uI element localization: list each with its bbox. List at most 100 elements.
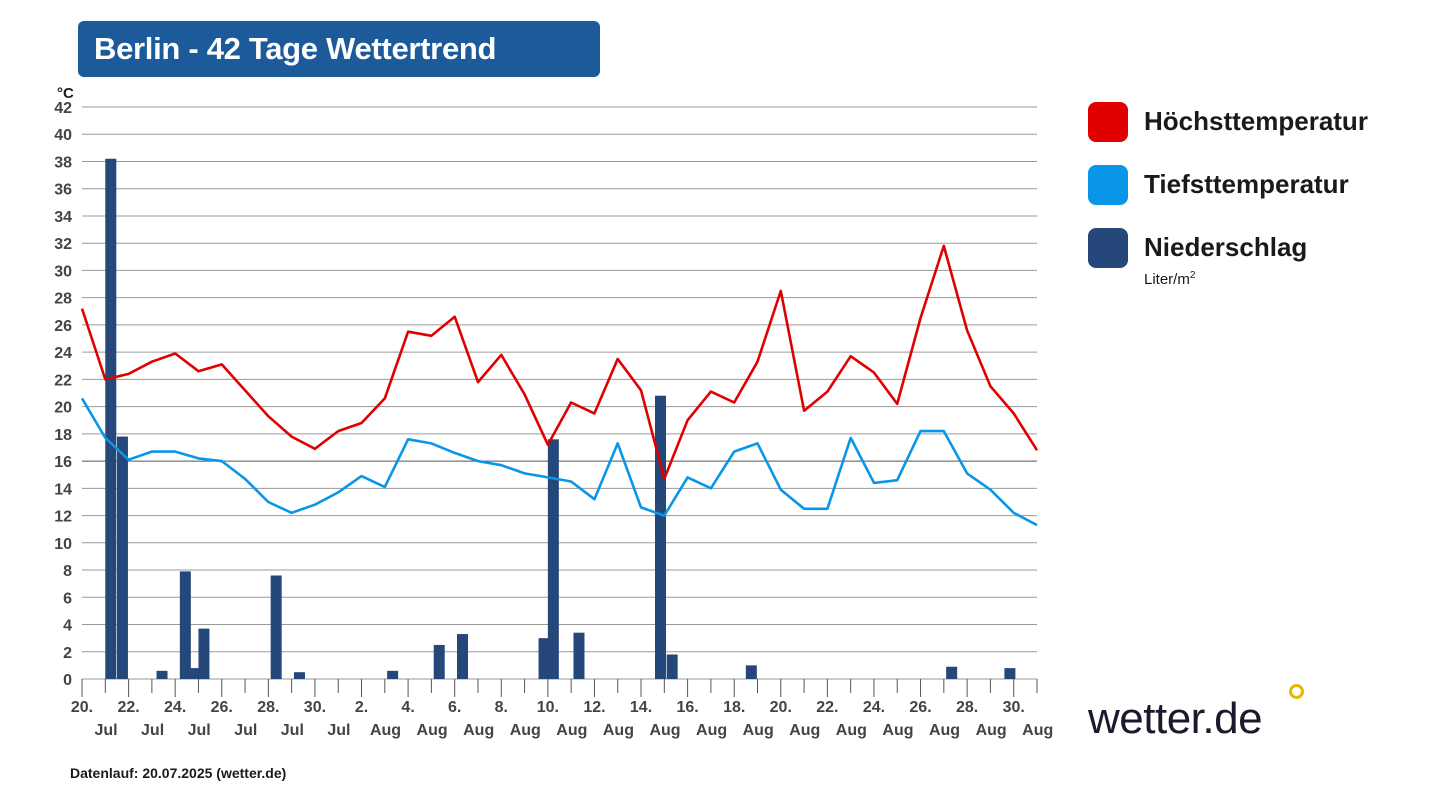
x-tick-day-label: 30. (304, 699, 326, 716)
temperature-lines (80, 244, 1039, 527)
x-tick-month-label: Aug (929, 722, 960, 739)
legend-unit-sup: 2 (1189, 270, 1196, 281)
x-tick-day-label: 6. (448, 699, 461, 716)
legend-swatch-high (1088, 102, 1128, 142)
x-tick-day-label: 12. (583, 699, 605, 716)
precipitation-bar (666, 654, 678, 679)
legend-swatch-precip (1088, 228, 1128, 268)
y-tick-label: 36 (54, 182, 72, 199)
y-tick-label: 18 (54, 427, 72, 444)
precipitation-bar (433, 644, 445, 679)
x-tick-month-label: Jul (94, 722, 117, 739)
x-tick-day-label: 2. (355, 699, 368, 716)
precipitation-bar (457, 634, 469, 679)
x-tick-month-label: Aug (370, 722, 401, 739)
precipitation-bar (293, 672, 305, 679)
precipitation-bar (270, 575, 282, 679)
precipitation-bar (946, 666, 958, 679)
page-title: Berlin - 42 Tage Wettertrend (78, 21, 600, 77)
x-tick-day-label: 16. (676, 699, 698, 716)
y-tick-label: 30 (54, 263, 72, 280)
legend-swatch-low (1088, 165, 1128, 205)
y-tick-label: 42 (54, 100, 72, 117)
x-tick-day-label: 20. (770, 699, 792, 716)
y-tick-label: 34 (54, 209, 72, 226)
x-tick-day-label: 22. (816, 699, 838, 716)
high-temperature-line (80, 244, 1039, 481)
y-tick-label: 10 (54, 536, 72, 553)
precipitation-bar (573, 632, 585, 679)
y-tick-label: 22 (54, 372, 72, 389)
x-tick-day-label: 18. (723, 699, 745, 716)
y-tick-label: 16 (54, 454, 72, 471)
logo-sun-icon (1289, 684, 1304, 699)
x-tick-month-label: Jul (281, 722, 304, 739)
x-tick-month-label: Aug (510, 722, 541, 739)
x-axis-ticks: 20.Jul22.Jul24.Jul26.Jul28.Jul30.Jul2.Au… (71, 679, 1053, 739)
y-tick-label: 0 (63, 672, 72, 689)
y-tick-label: 8 (63, 563, 72, 580)
x-tick-day-label: 14. (630, 699, 652, 716)
y-tick-label: 20 (54, 400, 72, 417)
x-tick-day-label: 28. (257, 699, 279, 716)
x-tick-month-label: Aug (743, 722, 774, 739)
y-tick-label: 32 (54, 236, 72, 253)
precipitation-bar (655, 395, 666, 679)
x-tick-month-label: Aug (556, 722, 587, 739)
precipitation-bar (179, 571, 191, 679)
x-tick-day-label: 26. (909, 699, 931, 716)
x-tick-day-label: 24. (164, 699, 186, 716)
precipitation-bar (198, 628, 210, 679)
y-tick-label: 40 (54, 127, 72, 144)
precipitation-bar (387, 670, 399, 679)
y-tick-label: 26 (54, 318, 72, 335)
x-tick-month-label: Aug (882, 722, 913, 739)
x-tick-month-label: Jul (234, 722, 257, 739)
x-tick-month-label: Aug (463, 722, 494, 739)
y-axis-unit-label: °C (57, 85, 74, 102)
precipitation-bar (745, 665, 757, 679)
x-tick-month-label: Aug (1022, 722, 1053, 739)
precipitation-bar (1004, 668, 1016, 679)
y-tick-label: 38 (54, 154, 72, 171)
precipitation-bars (105, 158, 1016, 679)
legend-label-high: Höchsttemperatur (1144, 106, 1368, 136)
legend-label-low: Tiefsttemperatur (1144, 169, 1349, 199)
x-tick-month-label: Jul (188, 722, 211, 739)
precipitation-bar (538, 638, 550, 679)
x-tick-month-label: Aug (417, 722, 448, 739)
data-run-footer: Datenlauf: 20.07.2025 (wetter.de) (70, 765, 287, 781)
legend-unit-text: Liter/m (1144, 271, 1190, 288)
x-tick-day-label: 8. (495, 699, 508, 716)
y-tick-label: 14 (54, 481, 72, 498)
x-tick-month-label: Aug (789, 722, 820, 739)
precipitation-bar (156, 670, 168, 679)
legend-label-precip: Niederschlag (1144, 232, 1308, 262)
x-tick-month-label: Aug (976, 722, 1007, 739)
x-tick-month-label: Aug (649, 722, 680, 739)
x-tick-month-label: Aug (603, 722, 634, 739)
precipitation-bar (547, 439, 559, 679)
y-tick-label: 28 (54, 291, 72, 308)
low-temperature-line (80, 397, 1038, 527)
x-tick-day-label: 10. (537, 699, 559, 716)
x-tick-day-label: 30. (1003, 699, 1025, 716)
y-tick-label: 24 (54, 345, 72, 362)
precipitation-bar (116, 436, 128, 679)
precipitation-bar (105, 158, 117, 679)
wetter-de-logo: wetter.de (1088, 694, 1263, 743)
legend-unit-precip: Liter/m2 (1144, 270, 1195, 288)
x-tick-month-label: Jul (327, 722, 350, 739)
x-tick-month-label: Jul (141, 722, 164, 739)
y-tick-label: 12 (54, 509, 72, 526)
x-tick-month-label: Aug (836, 722, 867, 739)
x-tick-day-label: 28. (956, 699, 978, 716)
y-tick-label: 2 (63, 645, 72, 662)
precipitation-bar (189, 668, 201, 679)
y-tick-label: 4 (63, 618, 72, 635)
x-tick-day-label: 22. (117, 699, 139, 716)
x-tick-day-label: 26. (211, 699, 233, 716)
x-tick-day-label: 20. (71, 699, 93, 716)
